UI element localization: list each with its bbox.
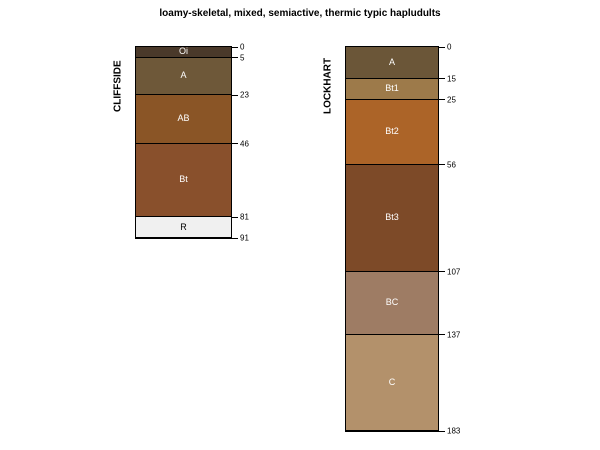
depth-tick xyxy=(438,164,445,166)
depth-tick-label: 81 xyxy=(240,212,249,222)
profile-name-cliffside: CLIFFSIDE xyxy=(112,60,124,112)
horizon-bt: Bt xyxy=(136,143,231,218)
horizon-a: A xyxy=(346,47,438,79)
horizon-label: C xyxy=(388,376,396,387)
horizon-oi: Oi xyxy=(136,47,231,58)
depth-tick xyxy=(231,143,238,145)
depth-tick xyxy=(438,78,445,79)
horizon-label: Bt2 xyxy=(385,126,399,137)
horizon-label: R xyxy=(180,221,187,232)
depth-tick-label: 56 xyxy=(447,160,456,170)
horizon-label: A xyxy=(388,56,395,67)
depth-tick xyxy=(438,271,445,273)
depth-tick xyxy=(231,216,238,218)
depth-tick xyxy=(438,99,445,100)
depth-tick xyxy=(438,46,445,48)
profile-name-lockhart: LOCKHART xyxy=(322,57,334,115)
horizon-label: Oi xyxy=(179,46,188,57)
horizon-bc: BC xyxy=(346,271,438,335)
depth-tick xyxy=(231,94,238,96)
horizon-label: A xyxy=(180,70,187,81)
horizon-bt2: Bt2 xyxy=(346,99,438,165)
depth-tick-label: 23 xyxy=(240,90,249,100)
depth-tick xyxy=(231,237,238,239)
depth-tick-label: 0 xyxy=(447,42,452,52)
horizon-c: C xyxy=(346,334,438,432)
depth-tick-label: 137 xyxy=(447,330,461,340)
horizon-bt1: Bt1 xyxy=(346,78,438,100)
horizon-ab: AB xyxy=(136,95,231,144)
depth-tick xyxy=(438,334,445,336)
horizon-label: AB xyxy=(177,113,190,124)
horizon-a: A xyxy=(136,57,231,96)
profile-box-lockhart: A Bt1 Bt2 Bt3 BC C 0 15 25 56 107 137 183 xyxy=(345,43,460,436)
depth-tick xyxy=(231,46,238,48)
horizon-label: Bt3 xyxy=(385,212,399,223)
figure-title: loamy-skeletal, mixed, semiactive, therm… xyxy=(159,8,441,19)
horizon-label: Bt1 xyxy=(385,83,399,93)
depth-tick-label: 15 xyxy=(447,74,456,83)
depth-tick-label: 183 xyxy=(447,426,461,436)
depth-tick xyxy=(231,57,238,58)
depth-tick xyxy=(438,430,445,432)
horizon-r: R xyxy=(136,217,231,239)
horizon-label: BC xyxy=(385,297,399,308)
depth-tick-label: 107 xyxy=(447,267,461,277)
depth-tick-label: 46 xyxy=(240,139,249,149)
depth-tick-label: 91 xyxy=(240,233,249,243)
horizon-label: Bt xyxy=(179,174,188,185)
profile-box-cliffside: Oi A AB Bt R 0 5 23 46 81 91 xyxy=(135,43,249,243)
horizon-bt3: Bt3 xyxy=(346,164,438,272)
depth-tick-label: 25 xyxy=(447,95,456,104)
depth-tick-label: 5 xyxy=(240,53,245,62)
depth-tick-label: 0 xyxy=(240,42,245,52)
